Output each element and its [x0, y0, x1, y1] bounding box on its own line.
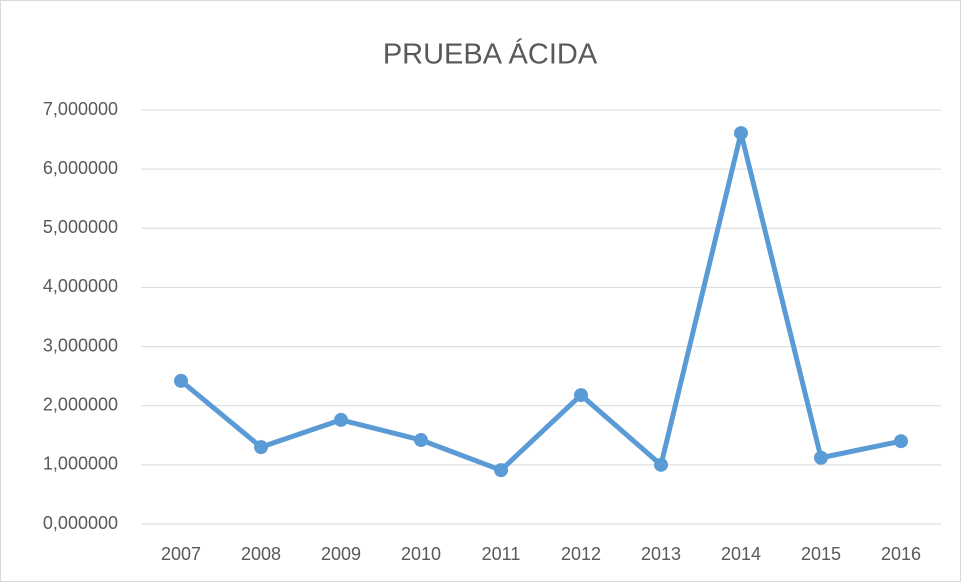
x-tick-label: 2010	[401, 544, 441, 564]
y-tick-label: 1,000000	[43, 454, 118, 474]
y-tick-label: 6,000000	[43, 158, 118, 178]
y-tick-label: 5,000000	[43, 217, 118, 237]
marker	[494, 463, 508, 478]
x-tick-label: 2011	[482, 544, 521, 564]
marker	[654, 457, 668, 472]
x-tick-label: 2009	[321, 544, 361, 564]
marker	[414, 433, 428, 448]
marker	[894, 434, 908, 449]
x-tick-label: 2014	[721, 544, 761, 564]
marker	[334, 412, 348, 427]
x-tick-label: 2012	[561, 544, 601, 564]
x-tick-label: 2016	[881, 544, 921, 564]
line	[179, 130, 902, 473]
y-tick-label: 7,000000	[43, 99, 118, 119]
y-tick-label: 0,000000	[43, 513, 118, 533]
x-tick-label: 2013	[641, 544, 681, 564]
marker	[734, 126, 748, 141]
x-tick-label: 2007	[161, 544, 201, 564]
y-tick-label: 3,000000	[43, 335, 118, 355]
y-tick-label: 2,000000	[43, 394, 118, 414]
y-tick-label: 4,000000	[43, 276, 118, 296]
chart-title: PRUEBA ÁCIDA	[383, 38, 598, 71]
marker	[814, 450, 828, 465]
marker	[574, 388, 588, 403]
x-tick-label: 2015	[801, 544, 841, 564]
marker	[254, 440, 268, 455]
marker	[174, 373, 188, 388]
x-tick-label: 2008	[241, 544, 281, 564]
